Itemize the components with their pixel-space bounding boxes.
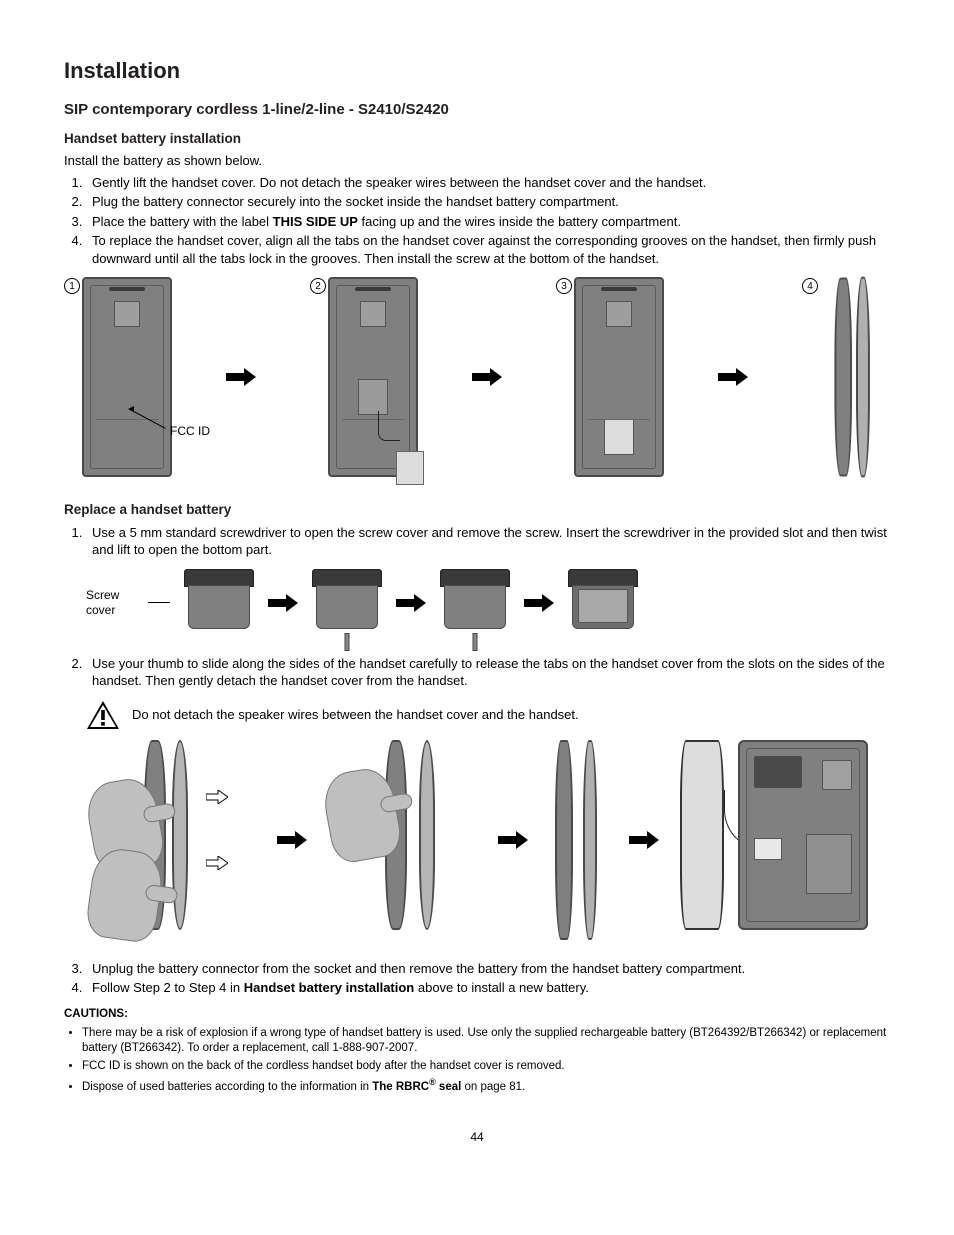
section2-title: Replace a handset battery [64, 501, 890, 519]
arrow-icon [629, 831, 659, 849]
arrow-icon [718, 368, 748, 386]
text-sup: ® [429, 1077, 436, 1087]
step-number-icon: 4 [802, 278, 818, 294]
diagram-step-4: 4 [802, 277, 890, 477]
arrow-icon [206, 790, 228, 809]
replace-steps: Use a 5 mm standard screwdriver to open … [64, 524, 890, 559]
handset-back-illustration: FCC ID [82, 277, 172, 477]
text: Place the battery with the label [92, 214, 273, 229]
arrow-icon [268, 594, 298, 612]
arrow-icon [396, 594, 426, 612]
text: Follow Step 2 to Step 4 in [92, 980, 244, 995]
replace-steps-2: Use your thumb to slide along the sides … [64, 655, 890, 690]
text: CAUTIONS [64, 1008, 124, 1020]
text: seal [436, 1081, 462, 1093]
arrow-icon [277, 831, 307, 849]
handset-bottom-open-illustration [568, 569, 638, 637]
handset-back-illustration [574, 277, 664, 477]
text-bold: The RBRC® seal [372, 1081, 461, 1093]
diagram-step-3: 3 [556, 277, 664, 477]
section1-title: Handset battery installation [64, 130, 890, 148]
caution-item: There may be a risk of explosion if a wr… [82, 1026, 890, 1056]
text: cover [86, 603, 115, 617]
cautions-list: There may be a risk of explosion if a wr… [64, 1026, 890, 1095]
screw-cover-diagram: Screw cover [86, 569, 890, 637]
page-heading: Installation [64, 56, 890, 86]
caution-item: Dispose of used batteries according to t… [82, 1077, 890, 1095]
install-steps: Gently lift the handset cover. Do not de… [64, 174, 890, 268]
replace-step: Use a 5 mm standard screwdriver to open … [86, 524, 890, 559]
fcc-pointer [130, 409, 170, 410]
page-subtitle: SIP contemporary cordless 1-line/2-line … [64, 100, 890, 120]
hands-holding-illustration [327, 740, 477, 940]
replace-step: Unplug the battery connector from the so… [86, 960, 890, 978]
fcc-id-label: FCC ID [170, 423, 210, 439]
install-step: To replace the handset cover, align all … [86, 232, 890, 267]
cautions-heading: CAUTIONS: [64, 1007, 890, 1023]
arrow-icon [524, 594, 554, 612]
leader-line [148, 602, 170, 603]
handset-bottom-illustration [184, 569, 254, 637]
screw-cover-label: Screw cover [86, 588, 134, 617]
page-number: 44 [64, 1129, 890, 1145]
diagram-step-2: 2 [310, 277, 418, 477]
install-step: Gently lift the handset cover. Do not de… [86, 174, 890, 192]
text: The RBRC [372, 1081, 429, 1093]
install-diagram-row: 1 FCC ID 2 3 [64, 277, 890, 477]
caution-item: FCC ID is shown on the back of the cordl… [82, 1059, 890, 1074]
text-bold: Handset battery installation [244, 980, 414, 995]
warning-row: Do not detach the speaker wires between … [86, 700, 890, 730]
handset-bottom-illustration [440, 569, 510, 637]
text-bold: THIS SIDE UP [273, 214, 358, 229]
step-number-icon: 3 [556, 278, 572, 294]
arrow-icon [226, 368, 256, 386]
text: Dispose of used batteries according to t… [82, 1081, 372, 1093]
arrow-icon [498, 831, 528, 849]
handset-back-illustration [328, 277, 418, 477]
text: facing up and the wires inside the batte… [358, 214, 681, 229]
handset-side-illustration [821, 276, 890, 479]
warning-icon [86, 700, 120, 730]
diagram-step-1: 1 FCC ID [64, 277, 172, 477]
section1-intro: Install the battery as shown below. [64, 152, 890, 170]
install-step: Place the battery with the label THIS SI… [86, 213, 890, 231]
detach-cover-diagram [86, 740, 890, 940]
replace-step: Use your thumb to slide along the sides … [86, 655, 890, 690]
step-number-icon: 2 [310, 278, 326, 294]
arrow-icon [206, 856, 228, 875]
handset-bottom-illustration [312, 569, 382, 637]
replace-step: Follow Step 2 to Step 4 in Handset batte… [86, 979, 890, 997]
handset-side-split-illustration [549, 740, 609, 940]
install-step: Plug the battery connector securely into… [86, 193, 890, 211]
replace-steps-3: Unplug the battery connector from the so… [64, 960, 890, 997]
text: above to install a new battery. [414, 980, 589, 995]
arrow-icon [472, 368, 502, 386]
warning-text: Do not detach the speaker wires between … [132, 706, 579, 724]
text: Screw [86, 588, 119, 602]
step-number-icon: 1 [64, 278, 80, 294]
hands-holding-illustration [86, 740, 256, 940]
text: on page 81. [461, 1081, 525, 1093]
handset-opened-illustration [680, 740, 890, 940]
